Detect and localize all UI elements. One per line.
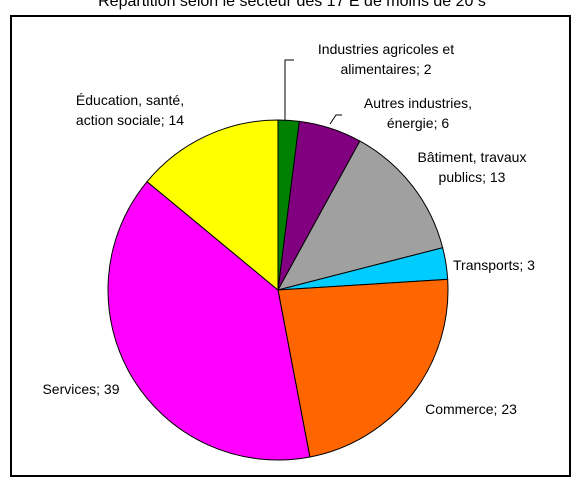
pie-slice-4	[277, 278, 449, 458]
slice-label-2: Bâtiment, travaux publics; 13	[418, 149, 527, 185]
slice-label-1: Autres industries, énergie; 6	[364, 95, 472, 131]
pie-slice-6	[146, 119, 279, 292]
leader-line-0	[284, 59, 294, 121]
chart-title: Répartition selon le secteur des 17 E de…	[98, 0, 486, 10]
slice-label-5: Services; 39	[42, 381, 119, 397]
pie-slice-2	[277, 140, 444, 291]
slice-label-6: Éducation, santé, action sociale; 14	[76, 92, 184, 128]
slice-label-3: Transports; 3	[453, 257, 535, 273]
leader-line-1	[329, 114, 342, 125]
pie-slice-5	[107, 180, 311, 461]
slice-label-0: Industries agricoles et alimentaires; 2	[318, 41, 454, 77]
slice-label-4: Commerce; 23	[425, 401, 517, 417]
